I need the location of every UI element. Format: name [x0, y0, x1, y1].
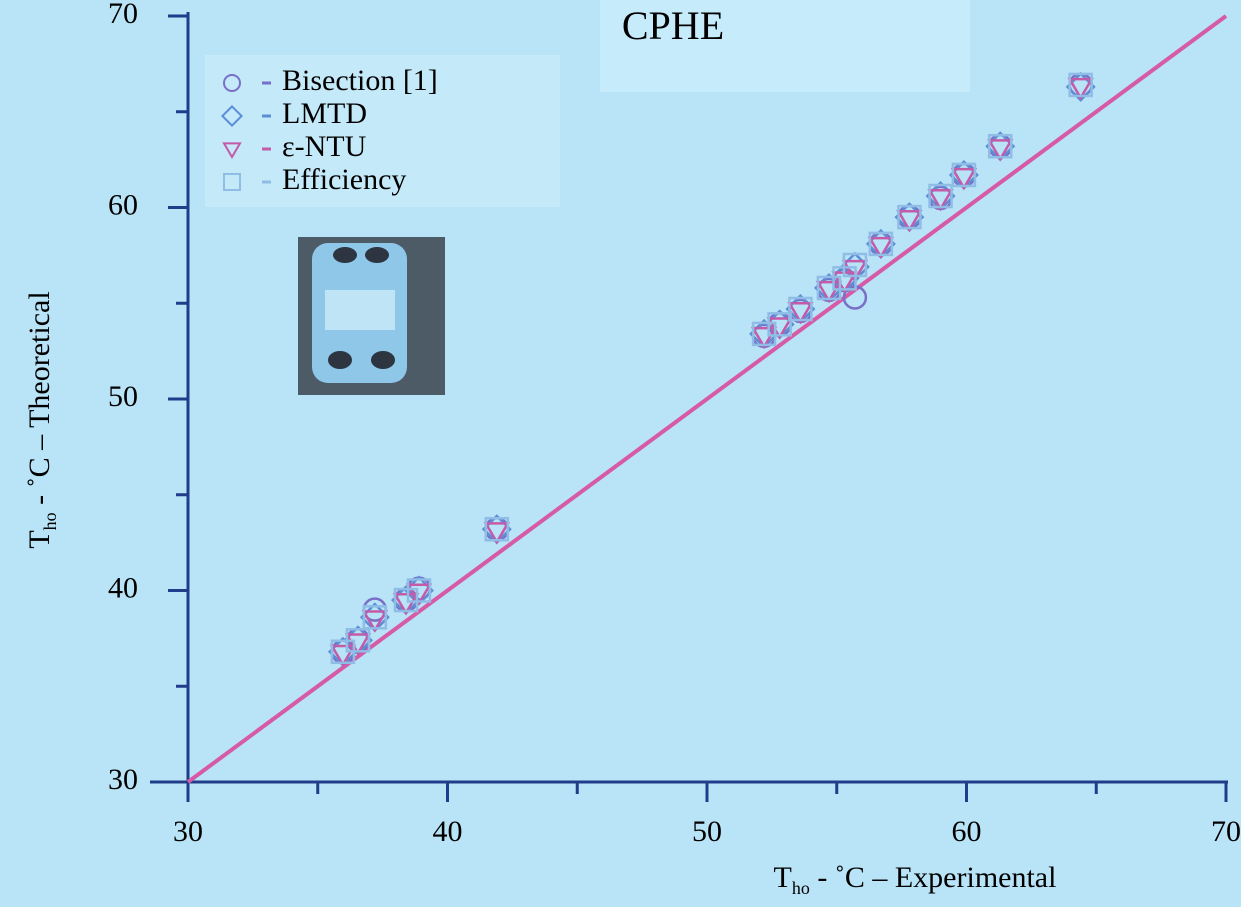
- legend-marker: [223, 173, 241, 191]
- point: [987, 133, 1013, 159]
- y-tick-label: 50: [108, 380, 138, 413]
- point: [405, 583, 433, 606]
- point: [750, 326, 778, 350]
- point: [948, 159, 979, 190]
- point: [788, 296, 813, 322]
- point: [751, 321, 777, 347]
- point: [361, 610, 389, 633]
- inset-photo: [298, 237, 445, 395]
- point: [927, 188, 954, 212]
- point: [985, 131, 1016, 162]
- point: [865, 228, 896, 259]
- point: [928, 183, 953, 209]
- point: [815, 280, 843, 304]
- point: [816, 275, 842, 301]
- point: [894, 202, 925, 233]
- point: [767, 312, 792, 337]
- y-tick-label: 30: [108, 763, 138, 796]
- point: [1068, 72, 1093, 98]
- reference-line: [186, 14, 1228, 784]
- title-box: [600, 0, 970, 92]
- legend-label: ε-NTU: [282, 130, 367, 163]
- x-tick-label: 40: [433, 815, 463, 848]
- point: [951, 162, 977, 188]
- y-tick-label: 70: [108, 0, 138, 30]
- point: [1067, 77, 1094, 101]
- chart-title: CPHE: [622, 3, 724, 48]
- legend-label: Bisection [1]: [282, 64, 438, 97]
- point: [868, 231, 894, 257]
- point: [393, 587, 419, 613]
- point: [484, 516, 510, 542]
- legend-marker: [223, 74, 241, 92]
- point: [842, 252, 868, 278]
- x-tick-label: 70: [1211, 815, 1241, 848]
- point: [362, 605, 388, 630]
- point: [392, 593, 420, 616]
- point: [950, 167, 978, 191]
- point: [481, 514, 512, 545]
- x-tick-label: 60: [952, 815, 982, 848]
- y-tick-label: 40: [108, 571, 138, 604]
- point: [896, 210, 923, 233]
- point: [329, 644, 357, 668]
- legend-label: LMTD: [282, 97, 367, 130]
- x-tick-label: 30: [173, 815, 203, 848]
- y-tick-label: 60: [108, 188, 138, 221]
- point: [867, 236, 895, 260]
- point: [897, 204, 922, 230]
- point: [344, 633, 372, 656]
- point: [345, 628, 371, 653]
- legend-marker: [220, 104, 244, 128]
- x-axis-label: Tho - ˚C – Experimental: [774, 861, 1057, 898]
- point: [406, 578, 432, 603]
- point: [787, 301, 814, 325]
- x-tick-label: 50: [692, 815, 722, 848]
- point: [483, 522, 510, 545]
- y-axis-label: Tho - ˚C – Theoretical: [23, 291, 60, 548]
- legend-label: Efficiency: [282, 163, 406, 196]
- point: [987, 139, 1014, 162]
- point: [841, 259, 869, 283]
- legend-marker: [222, 142, 242, 159]
